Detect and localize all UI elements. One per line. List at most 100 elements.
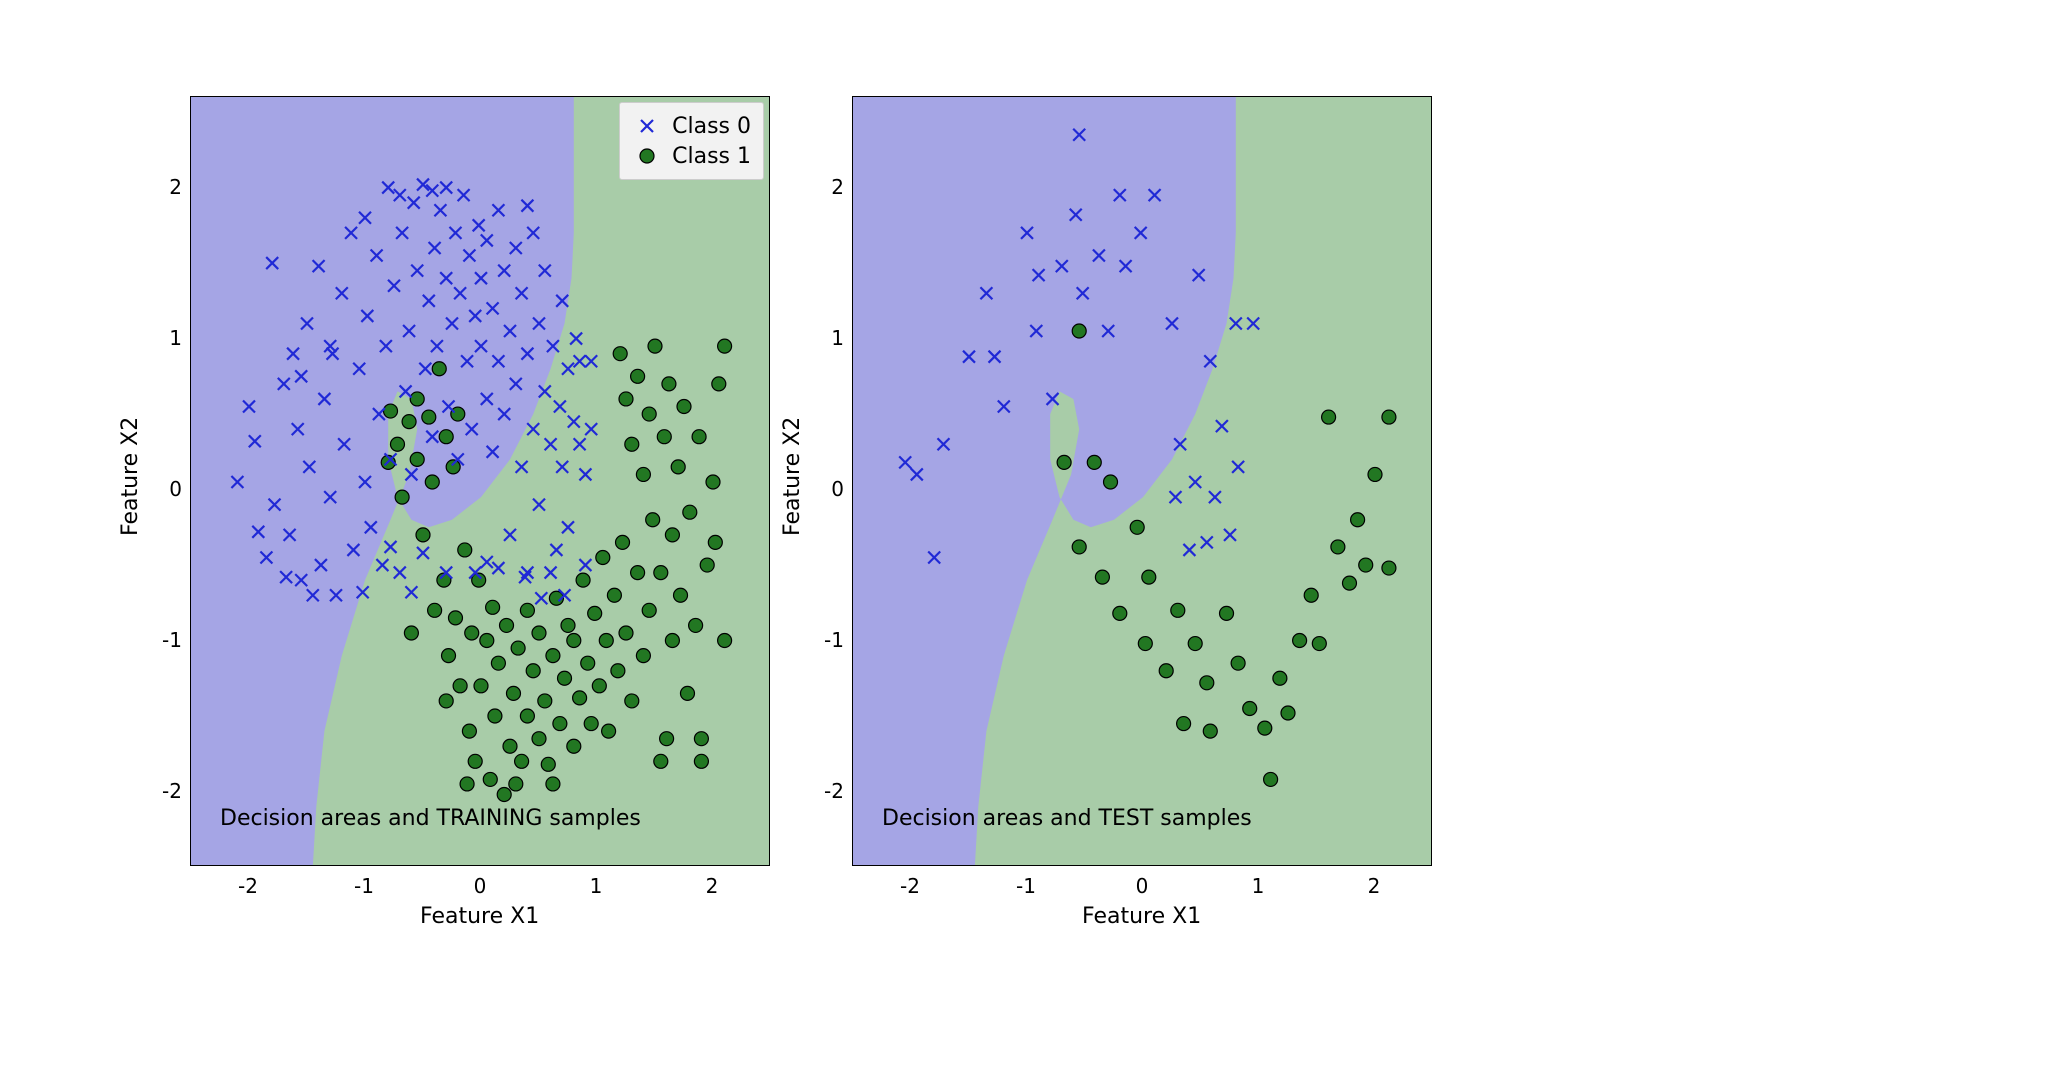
class1-marker xyxy=(689,618,703,632)
ytick-label: 0 xyxy=(169,477,182,501)
class1-marker xyxy=(1142,570,1156,584)
class1-marker xyxy=(607,588,621,602)
class1-marker xyxy=(567,739,581,753)
class1-marker xyxy=(1087,455,1101,469)
class1-marker xyxy=(1200,676,1214,690)
ytick-label: 1 xyxy=(831,326,844,350)
class1-marker xyxy=(567,634,581,648)
class1-marker xyxy=(553,717,567,731)
class1-marker xyxy=(599,634,613,648)
class1-marker xyxy=(1359,558,1373,572)
class1-marker xyxy=(509,777,523,791)
class1-marker xyxy=(500,618,514,632)
class1-marker xyxy=(665,528,679,542)
circle-marker-icon xyxy=(630,144,664,168)
class1-marker xyxy=(1264,772,1278,786)
class1-marker xyxy=(712,377,726,391)
class1-marker xyxy=(546,649,560,663)
panel-caption: Decision areas and TEST samples xyxy=(882,806,1252,831)
class1-marker xyxy=(1113,606,1127,620)
class1-marker xyxy=(1368,467,1382,481)
class1-marker xyxy=(520,603,534,617)
class1-marker xyxy=(474,679,488,693)
ytick-label: -1 xyxy=(824,628,844,652)
legend-label: Class 0 xyxy=(672,114,751,139)
class1-marker xyxy=(573,691,587,705)
panel-test xyxy=(852,96,1432,866)
class1-marker xyxy=(538,694,552,708)
class1-marker xyxy=(390,437,404,451)
class1-marker xyxy=(488,709,502,723)
class1-marker xyxy=(541,757,555,771)
class1-marker xyxy=(1382,561,1396,575)
class1-marker xyxy=(619,392,633,406)
class1-marker xyxy=(491,656,505,670)
class1-marker xyxy=(1104,475,1118,489)
class1-marker xyxy=(708,535,722,549)
legend-label: Class 1 xyxy=(672,144,751,169)
class1-marker xyxy=(692,430,706,444)
class1-marker xyxy=(446,460,460,474)
class1-marker xyxy=(453,679,467,693)
class1-marker xyxy=(1258,721,1272,735)
legend: Class 0 Class 1 xyxy=(619,102,764,180)
class1-marker xyxy=(462,724,476,738)
class1-marker xyxy=(404,626,418,640)
class1-marker xyxy=(442,649,456,663)
class1-marker xyxy=(558,671,572,685)
class1-marker xyxy=(410,392,424,406)
class1-marker xyxy=(581,656,595,670)
class1-marker xyxy=(636,467,650,481)
class1-marker xyxy=(439,694,453,708)
xtick-label: -2 xyxy=(236,874,260,898)
ytick-label: 1 xyxy=(169,326,182,350)
class1-marker xyxy=(654,566,668,580)
class1-marker xyxy=(1177,717,1191,731)
class1-marker xyxy=(683,505,697,519)
ylabel: Feature X2 xyxy=(118,417,143,536)
class1-marker xyxy=(532,732,546,746)
xtick-label: 1 xyxy=(1246,874,1270,898)
class1-marker xyxy=(642,407,656,421)
class1-marker xyxy=(616,535,630,549)
class1-marker xyxy=(425,475,439,489)
class1-marker xyxy=(532,626,546,640)
xtick-label: -1 xyxy=(352,874,376,898)
class1-marker xyxy=(657,430,671,444)
class1-marker xyxy=(1273,671,1287,685)
class1-marker xyxy=(718,634,732,648)
class1-marker xyxy=(648,339,662,353)
xlabel: Feature X1 xyxy=(1082,904,1201,929)
legend-item: Class 0 xyxy=(630,111,751,141)
class1-marker xyxy=(1331,540,1345,554)
class1-marker xyxy=(460,777,474,791)
class1-marker xyxy=(625,437,639,451)
ytick-label: -1 xyxy=(162,628,182,652)
x-marker-icon xyxy=(630,114,664,138)
plot-svg xyxy=(853,97,1432,866)
class1-marker xyxy=(432,362,446,376)
class1-marker xyxy=(680,686,694,700)
class1-marker xyxy=(1057,455,1071,469)
class1-marker xyxy=(665,634,679,648)
class1-marker xyxy=(515,754,529,768)
class1-marker xyxy=(503,739,517,753)
class1-marker xyxy=(592,679,606,693)
class1-marker xyxy=(706,475,720,489)
class1-marker xyxy=(546,777,560,791)
class1-marker xyxy=(1304,588,1318,602)
class1-marker xyxy=(480,634,494,648)
class1-marker xyxy=(1138,637,1152,651)
class1-marker xyxy=(1322,410,1336,424)
class1-marker xyxy=(1231,656,1245,670)
class1-marker xyxy=(561,618,575,632)
class1-marker xyxy=(1243,701,1257,715)
class1-marker xyxy=(654,754,668,768)
class1-marker xyxy=(671,460,685,474)
xtick-label: 1 xyxy=(584,874,608,898)
class1-marker xyxy=(451,407,465,421)
xtick-label: 2 xyxy=(1362,874,1386,898)
class1-marker xyxy=(588,606,602,620)
class1-marker xyxy=(584,717,598,731)
class1-marker xyxy=(613,347,627,361)
